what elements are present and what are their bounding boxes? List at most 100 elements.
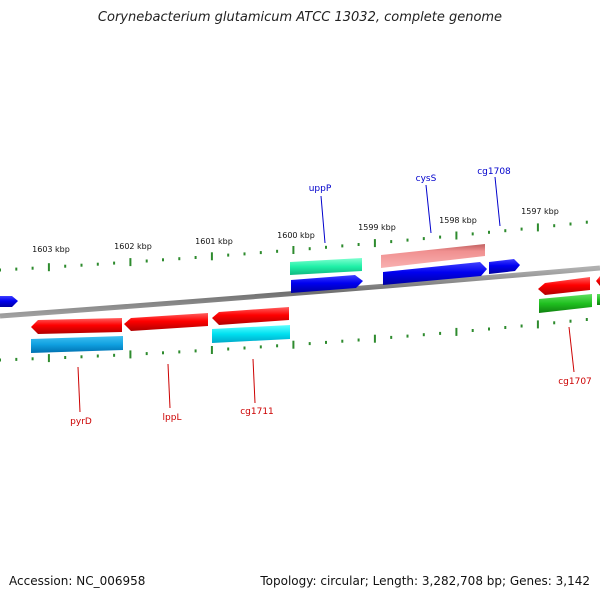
minor-tick bbox=[504, 229, 507, 233]
major-tick bbox=[373, 334, 376, 343]
gene-arrow-pyrD-feature[interactable] bbox=[31, 336, 123, 353]
tick-labels: 1603 kbp 1602 kbp 1601 kbp 1600 kbp 1599… bbox=[32, 207, 559, 254]
major-tick bbox=[455, 327, 458, 336]
minor-tick bbox=[357, 243, 360, 246]
minor-tick bbox=[145, 259, 148, 263]
genome-backbone bbox=[0, 265, 600, 319]
leader-line bbox=[568, 326, 575, 373]
gene-arrow-cg1711-feature[interactable] bbox=[212, 325, 290, 343]
gene-label-lppL[interactable]: lppL bbox=[163, 413, 182, 423]
minor-tick bbox=[325, 245, 327, 249]
leader-lines bbox=[77, 176, 575, 413]
minor-tick bbox=[520, 227, 523, 231]
minor-tick bbox=[194, 256, 197, 259]
genome-summary-text: Topology: circular; Length: 3,282,708 bp… bbox=[260, 574, 590, 588]
minor-tick bbox=[390, 335, 393, 339]
tick-label: 1603 kbp bbox=[32, 245, 70, 254]
tick-label: 1597 kbp bbox=[521, 207, 559, 216]
tick-label: 1598 kbp bbox=[439, 216, 477, 225]
leader-line bbox=[425, 184, 432, 234]
leader-line bbox=[494, 176, 501, 227]
major-tick bbox=[47, 354, 50, 363]
major-tick bbox=[129, 258, 132, 267]
leader-line bbox=[167, 363, 171, 409]
minor-tick bbox=[439, 331, 442, 335]
minor-tick bbox=[422, 333, 425, 337]
minor-tick bbox=[259, 251, 262, 255]
gene-arrow-lppL[interactable] bbox=[124, 313, 208, 331]
minor-tick bbox=[31, 266, 34, 270]
minor-tick bbox=[227, 253, 230, 257]
minor-tick bbox=[553, 321, 556, 325]
minor-tick bbox=[259, 345, 262, 349]
minor-tick bbox=[113, 261, 116, 265]
minor-tick bbox=[15, 267, 18, 271]
gene-arrow-cysS[interactable] bbox=[383, 262, 487, 285]
gene-label-cg1711[interactable]: cg1711 bbox=[240, 407, 274, 417]
minor-tick bbox=[31, 357, 34, 361]
minor-tick bbox=[243, 346, 246, 350]
gene-label-uppP[interactable]: uppP bbox=[309, 184, 332, 194]
minor-tick bbox=[341, 244, 344, 248]
minor-tick bbox=[488, 327, 490, 331]
tick-label: 1600 kbp bbox=[277, 231, 315, 240]
major-tick bbox=[292, 246, 295, 254]
minor-tick bbox=[585, 318, 588, 321]
minor-tick bbox=[145, 352, 148, 356]
leader-line bbox=[252, 358, 256, 404]
minor-tick bbox=[96, 354, 99, 358]
minor-tick bbox=[243, 252, 246, 256]
minor-tick bbox=[162, 258, 164, 262]
gene-arrow-pyrD[interactable] bbox=[31, 318, 122, 334]
minor-tick bbox=[406, 334, 409, 338]
gene-arrow-cg1711[interactable] bbox=[212, 307, 289, 325]
minor-tick bbox=[15, 357, 18, 361]
minor-tick bbox=[471, 329, 474, 332]
gene-features bbox=[0, 244, 600, 353]
tick-label: 1601 kbp bbox=[195, 237, 233, 246]
minor-tick bbox=[439, 235, 442, 239]
minor-tick bbox=[276, 249, 279, 253]
minor-tick bbox=[488, 230, 490, 234]
major-tick bbox=[373, 239, 376, 248]
minor-tick bbox=[471, 232, 474, 236]
accession-text: Accession: NC_006958 bbox=[9, 574, 146, 588]
tick-label: 1602 kbp bbox=[114, 242, 152, 251]
minor-tick bbox=[390, 240, 393, 244]
minor-tick bbox=[194, 349, 197, 353]
minor-tick bbox=[308, 342, 311, 346]
minor-tick bbox=[64, 264, 67, 268]
gene-label-cg1708[interactable]: cg1708 bbox=[477, 167, 511, 177]
gene-arrow-uppP[interactable] bbox=[291, 275, 363, 293]
minor-tick bbox=[96, 262, 99, 266]
minor-tick bbox=[422, 237, 425, 241]
major-tick bbox=[47, 263, 50, 272]
minor-tick bbox=[178, 257, 181, 261]
gene-arrow-cg1708[interactable] bbox=[489, 259, 520, 274]
gene-arrow[interactable] bbox=[597, 294, 600, 305]
leader-line bbox=[77, 366, 81, 413]
tick-label: 1599 kbp bbox=[358, 223, 396, 232]
gene-arrow-cysS-feature[interactable] bbox=[381, 244, 485, 268]
gene-arrow-cg1707-feature[interactable] bbox=[539, 294, 592, 313]
lower-tick-track bbox=[0, 318, 588, 363]
gene-arrow-uppP-feature[interactable] bbox=[290, 258, 362, 275]
minor-tick bbox=[325, 340, 327, 344]
gene-label-cg1707[interactable]: cg1707 bbox=[558, 377, 592, 387]
minor-tick bbox=[162, 351, 164, 355]
minor-tick bbox=[80, 263, 83, 267]
minor-tick bbox=[227, 347, 230, 351]
gene-label-cysS[interactable]: cysS bbox=[416, 174, 437, 184]
gene-label-pyrD[interactable]: pyrD bbox=[70, 417, 92, 427]
figure-title: Corynebacterium glutamicum ATCC 13032, c… bbox=[97, 10, 503, 25]
minor-tick bbox=[569, 319, 572, 323]
minor-tick bbox=[504, 326, 507, 329]
gene-arrow[interactable] bbox=[596, 276, 600, 286]
leader-line bbox=[320, 195, 326, 244]
gene-arrow-cg1707[interactable] bbox=[538, 277, 590, 295]
major-tick bbox=[455, 231, 458, 240]
minor-tick bbox=[341, 339, 344, 343]
major-tick bbox=[536, 223, 539, 232]
gene-arrow[interactable] bbox=[0, 296, 18, 307]
